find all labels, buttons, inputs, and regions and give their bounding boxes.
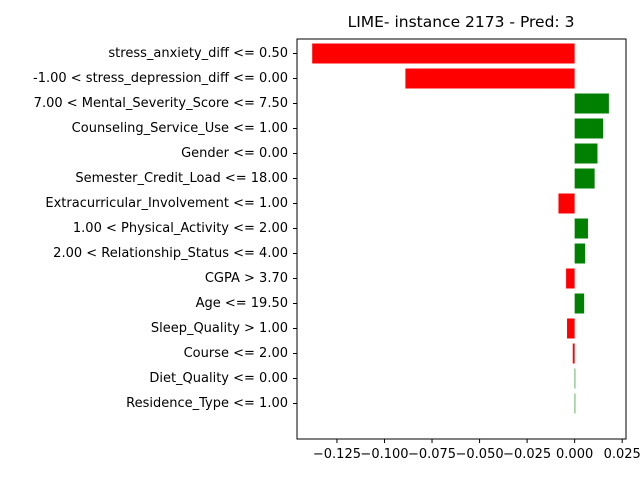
x-ticks-group: −0.125 −0.100 −0.075 −0.050 −0.025 0.000 0.025 (313, 439, 640, 462)
chart-title: LIME- instance 2173 - Pred: 3 (348, 13, 575, 31)
category-label-8: 2.00 < Relationship_Status <= 4.00 (53, 246, 288, 261)
x-tick-label-5: 0.000 (556, 447, 593, 462)
bar-13 (574, 368, 576, 389)
category-label-5: Semester_Credit_Load <= 18.00 (75, 171, 288, 186)
x-tick-label-0: −0.125 (313, 447, 361, 462)
bar-12 (572, 343, 575, 364)
category-label-9: CGPA > 3.70 (205, 271, 288, 286)
category-labels-group: stress_anxiety_diff <= 0.50 -1.00 < stres… (33, 46, 297, 411)
bar-10 (574, 293, 585, 314)
bar-5 (574, 168, 595, 189)
bar-3 (574, 118, 604, 139)
category-label-14: Residence_Type <= 1.00 (126, 396, 288, 411)
x-tick-label-3: −0.050 (456, 447, 504, 462)
bar-11 (567, 318, 575, 339)
bar-0 (312, 43, 575, 64)
x-tick-label-1: −0.100 (360, 447, 408, 462)
category-label-4: Gender <= 0.00 (181, 146, 288, 161)
category-label-0: stress_anxiety_diff <= 0.50 (108, 46, 288, 61)
category-label-11: Sleep_Quality > 1.00 (151, 321, 288, 336)
bar-4 (574, 143, 598, 164)
category-label-1: -1.00 < stress_depression_diff <= 0.00 (33, 71, 288, 86)
plot-frame (296, 38, 627, 440)
bar-6 (558, 193, 575, 214)
category-label-2: 7.00 < Mental_Severity_Score <= 7.50 (34, 96, 288, 111)
category-label-12: Course <= 2.00 (184, 346, 288, 361)
bar-2 (574, 93, 609, 114)
bar-9 (566, 268, 575, 289)
bar-14 (574, 393, 576, 414)
bar-1 (405, 68, 575, 89)
bars-group (312, 43, 609, 414)
x-tick-label-2: −0.075 (408, 447, 456, 462)
category-label-13: Diet_Quality <= 0.00 (149, 371, 288, 386)
category-label-6: Extracurricular_Involvement <= 1.00 (45, 196, 288, 211)
category-label-10: Age <= 19.50 (196, 296, 288, 311)
x-tick-label-6: 0.025 (604, 447, 640, 462)
bar-8 (574, 243, 586, 264)
category-label-7: 1.00 < Physical_Activity <= 2.00 (73, 221, 288, 236)
bar-7 (574, 218, 588, 239)
category-label-3: Counseling_Service_Use <= 1.00 (72, 121, 288, 136)
x-tick-label-4: −0.025 (503, 447, 551, 462)
